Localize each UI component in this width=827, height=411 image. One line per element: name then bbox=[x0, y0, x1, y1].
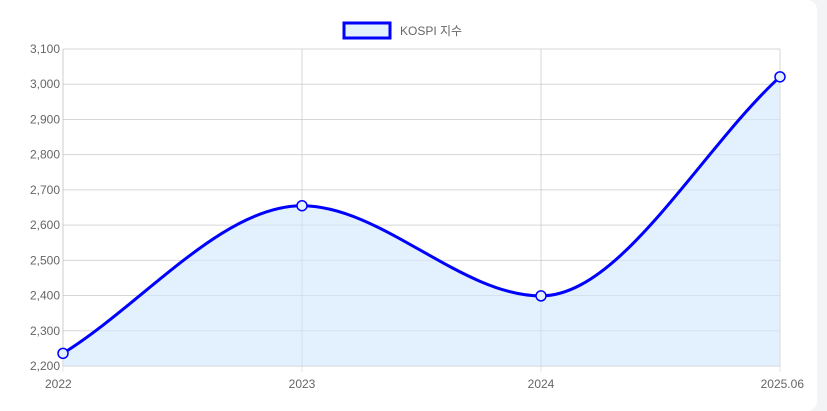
y-tick-label: 2,800 bbox=[30, 148, 60, 162]
y-tick-label: 2,700 bbox=[30, 183, 60, 197]
x-tick-label: 2025.06 bbox=[761, 377, 805, 391]
y-tick-label: 3,100 bbox=[30, 42, 60, 56]
legend-swatch bbox=[342, 21, 392, 40]
y-tick-label: 2,300 bbox=[30, 324, 60, 338]
data-point[interactable] bbox=[296, 199, 308, 212]
x-tick-label: 2024 bbox=[528, 377, 555, 391]
data-point[interactable] bbox=[774, 71, 786, 83]
x-tick-label: 2023 bbox=[289, 377, 316, 391]
y-tick-label: 2,900 bbox=[30, 112, 60, 126]
series-line bbox=[61, 75, 782, 355]
series-area-fill bbox=[63, 76, 780, 366]
x-tick-label: 2022 bbox=[45, 377, 72, 391]
legend-label[interactable]: KOSPI 지수 bbox=[400, 24, 462, 38]
data-point[interactable] bbox=[535, 290, 547, 302]
y-tick-label: 2,200 bbox=[30, 359, 60, 373]
y-tick-label: 2,600 bbox=[30, 218, 60, 232]
y-tick-label: 3,000 bbox=[30, 77, 60, 91]
y-tick-label: 2,400 bbox=[30, 289, 60, 303]
y-tick-label: 2,500 bbox=[30, 253, 60, 267]
data-point[interactable] bbox=[57, 347, 69, 360]
